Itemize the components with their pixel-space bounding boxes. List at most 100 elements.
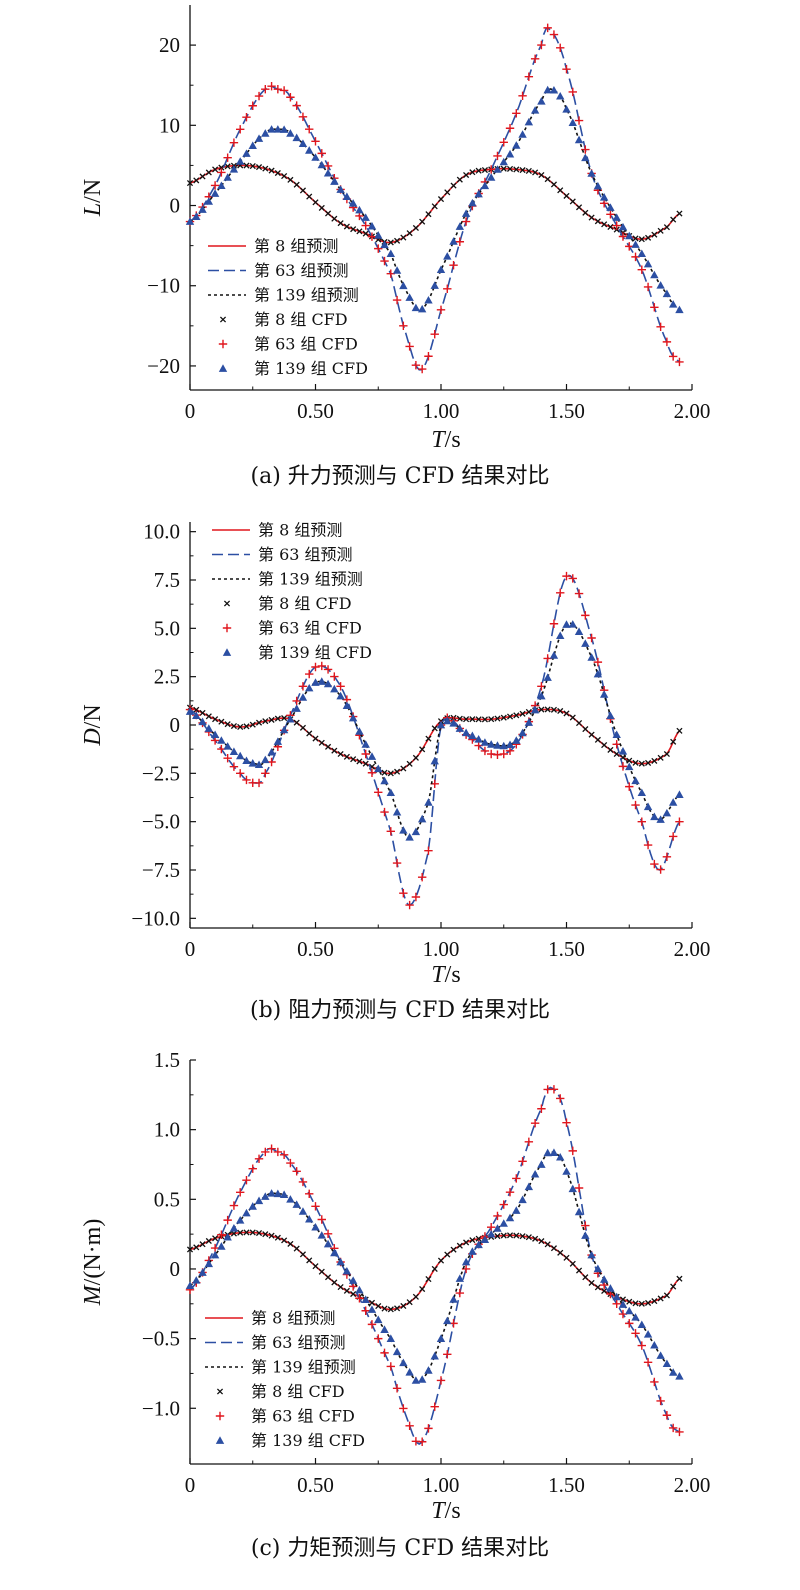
cfd-marker-series-3 [662,1359,672,1368]
cfd-marker-series-1 [356,228,363,235]
cfd-marker-series-1 [412,1293,419,1300]
cfd-marker-series-1 [513,166,520,173]
cfd-marker-series-2 [543,23,552,33]
cfd-marker-series-3 [581,1231,590,1239]
cfd-marker-series-1 [255,719,263,726]
cfd-marker-series-1 [456,1242,463,1249]
cfd-marker-series-3 [317,677,326,685]
cfd-marker-series-1 [550,706,558,713]
cfd-marker-series-2 [499,1200,508,1209]
cfd-marker-series-2 [305,1189,314,1199]
cfd-marker-series-3 [530,106,540,114]
cfd-marker-series-1 [463,716,470,723]
cfd-marker-series-1 [506,165,514,172]
cfd-marker-series-1 [513,712,520,719]
cfd-marker-series-2 [317,661,326,671]
cfd-marker-series-3 [568,118,577,127]
cfd-marker-series-2 [581,1221,590,1230]
cfd-marker-series-1 [268,1232,275,1239]
cfd-marker-series-1 [463,1239,470,1246]
cfd-marker-series-2 [449,260,458,270]
cfd-marker-series-3 [286,1195,295,1203]
cfd-marker-series-2 [625,782,634,791]
cfd-marker-series-2 [374,1334,383,1343]
cfd-marker-series-3 [417,814,427,823]
cfd-marker-series-2 [656,865,665,874]
cfd-marker-series-3 [248,759,257,767]
cfd-marker-series-3 [223,742,232,750]
cfd-marker-series-3 [612,730,621,739]
x-axis-label-symbol: T [431,1498,446,1524]
cfd-marker-series-2 [556,1094,565,1103]
cfd-marker-series-3 [537,97,546,105]
cfd-marker-series-3 [330,1248,339,1257]
legend-label: 第 8 组 CFD [254,310,348,329]
cfd-marker-series-2 [411,892,421,902]
cfd-marker-series-3 [556,1152,565,1161]
cfd-marker-series-2 [675,357,684,367]
cfd-marker-series-1 [255,1229,263,1237]
cfd-marker-series-3 [581,639,590,647]
legend-marker-swatch [223,600,231,607]
cfd-marker-series-2 [254,778,264,788]
cfd-marker-series-1 [651,757,658,764]
cfd-marker-series-3 [599,193,609,201]
cfd-marker-series-2 [286,1158,295,1168]
cfd-marker-series-3 [625,762,634,771]
cfd-marker-series-3 [342,192,352,200]
cfd-marker-series-3 [625,1306,634,1315]
cfd-marker-series-3 [198,717,207,726]
series-line-1 [189,1231,681,1311]
cfd-marker-series-2 [267,1144,276,1153]
cfd-marker-series-1 [218,164,225,171]
cfd-marker-series-1 [324,1274,332,1281]
cfd-marker-series-1 [632,1300,639,1307]
cfd-marker-series-1 [255,164,263,171]
cfd-marker-series-1 [676,210,683,217]
cfd-marker-series-1 [312,199,319,206]
x-tick-label: 2.00 [674,1473,711,1497]
cfd-marker-series-2 [236,125,245,134]
cfd-marker-series-3 [311,153,320,161]
cfd-marker-series-3 [204,1259,214,1268]
cfd-marker-series-3 [461,1257,471,1266]
legend-marker-swatch [219,316,227,323]
cfd-marker-series-1 [350,756,357,763]
cfd-marker-series-1 [575,204,583,211]
x-axis-label: T/s [431,427,460,453]
cfd-marker-series-2 [443,284,452,294]
cfd-marker-series-3 [549,1148,559,1156]
legend-label: 第 8 组预测 [258,521,342,540]
cfd-marker-series-3 [392,1347,402,1356]
cfd-marker-series-3 [236,1216,245,1224]
cfd-marker-series-2 [518,1157,527,1166]
cfd-marker-series-3 [656,281,665,289]
cfd-marker-series-3 [518,1195,527,1204]
cfd-marker-series-1 [588,731,595,738]
cfd-marker-series-2 [292,696,301,706]
cfd-marker-series-1 [331,215,338,222]
cfd-marker-series-2 [505,124,515,133]
legend-label: 第 139 组 CFD [251,1431,365,1450]
cfd-marker-series-1 [375,1303,382,1310]
y-tick-label: 1.0 [154,1118,180,1142]
cfd-marker-series-2 [530,1119,540,1128]
cfd-marker-series-3 [562,105,571,113]
y-tick-label: 10.0 [143,520,180,544]
x-tick-label: 2.00 [674,937,711,961]
cfd-marker-series-3 [650,1340,659,1349]
y-tick-label: 2.5 [154,665,180,689]
cfd-marker-series-1 [425,1276,432,1283]
cfd-marker-series-2 [499,138,508,147]
cfd-marker-series-2 [524,1137,534,1147]
cfd-marker-series-2 [643,840,653,850]
cfd-marker-series-2 [380,1348,389,1358]
cfd-marker-series-3 [380,240,389,249]
cfd-marker-series-3 [631,1313,640,1321]
cfd-marker-series-2 [367,1320,377,1329]
cfd-marker-series-3 [374,231,383,239]
cfd-marker-series-1 [205,169,212,176]
legend-label: 第 139 组 CFD [258,643,372,662]
y-tick-label: −10.0 [131,906,180,930]
